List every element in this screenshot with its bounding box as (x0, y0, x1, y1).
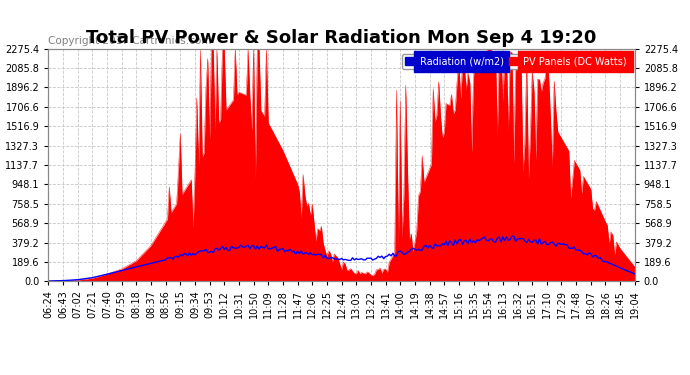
Legend: Radiation (w/m2), PV Panels (DC Watts): Radiation (w/m2), PV Panels (DC Watts) (402, 54, 630, 69)
Text: Copyright 2017 Cartronics.com: Copyright 2017 Cartronics.com (48, 36, 212, 46)
Title: Total PV Power & Solar Radiation Mon Sep 4 19:20: Total PV Power & Solar Radiation Mon Sep… (86, 29, 597, 47)
